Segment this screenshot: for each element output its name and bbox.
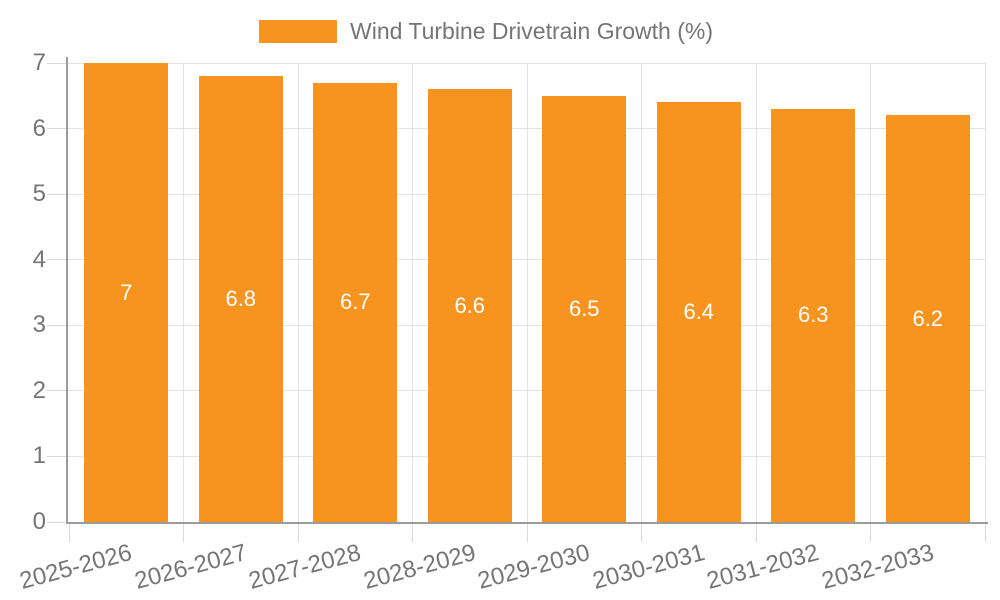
x-gridline — [526, 63, 528, 522]
x-gridline — [984, 63, 986, 522]
x-gridline — [412, 63, 413, 522]
x-axis-tick — [412, 524, 413, 542]
x-axis-tick — [297, 524, 299, 542]
bar-value-label: 6.6 — [454, 292, 486, 318]
y-axis-tick — [47, 455, 67, 457]
x-axis-tick — [68, 524, 70, 542]
bar[interactable] — [427, 89, 512, 522]
x-gridline — [755, 63, 757, 522]
y-axis-label: 0 — [32, 508, 46, 535]
x-axis-tick — [870, 524, 871, 542]
y-axis-label: 6 — [32, 114, 46, 142]
y-axis-tick — [47, 62, 67, 64]
bar[interactable] — [313, 82, 398, 522]
y-axis-label: 2 — [32, 376, 46, 404]
bar-value-label: 7 — [120, 279, 133, 305]
bar[interactable] — [656, 102, 741, 522]
y-axis-label: 3 — [32, 311, 46, 339]
legend-swatch-icon — [259, 19, 337, 43]
bar-value-label: 6.2 — [912, 305, 944, 331]
x-axis-tick — [183, 524, 184, 542]
legend-item[interactable]: Wind Turbine Drivetrain Growth (%) — [259, 17, 713, 45]
y-axis-label: 5 — [32, 180, 46, 208]
y-axis-tick — [47, 259, 67, 261]
bar[interactable] — [84, 63, 169, 522]
y-axis-line — [66, 57, 68, 524]
x-axis-tick — [526, 524, 528, 542]
y-axis-label: 4 — [32, 245, 46, 273]
bar[interactable] — [771, 108, 856, 522]
bar-value-label: 6.7 — [339, 289, 371, 315]
y-axis-tick — [47, 128, 67, 130]
bar-value-label: 6.8 — [225, 286, 257, 312]
bar[interactable] — [198, 76, 283, 522]
x-axis-tick — [755, 524, 757, 542]
y-axis-tick — [47, 324, 67, 326]
y-axis-label: 7 — [32, 49, 46, 76]
x-gridline — [870, 63, 871, 522]
x-gridline — [183, 63, 184, 522]
x-gridline — [641, 63, 642, 522]
legend-label: Wind Turbine Drivetrain Growth (%) — [350, 18, 713, 44]
x-gridline — [297, 63, 299, 522]
x-axis-tick — [984, 524, 986, 542]
bar-value-label: 6.5 — [568, 295, 600, 321]
x-axis-line — [66, 522, 988, 524]
y-axis-tick — [47, 390, 67, 392]
x-axis-tick — [641, 524, 642, 542]
y-axis-tick — [47, 521, 67, 523]
y-axis-tick — [47, 193, 67, 195]
bar-value-label: 6.3 — [797, 302, 829, 328]
bar-value-label: 6.4 — [683, 299, 715, 325]
bar[interactable] — [885, 115, 970, 522]
y-axis-label: 1 — [32, 442, 46, 470]
bar[interactable] — [542, 95, 627, 522]
